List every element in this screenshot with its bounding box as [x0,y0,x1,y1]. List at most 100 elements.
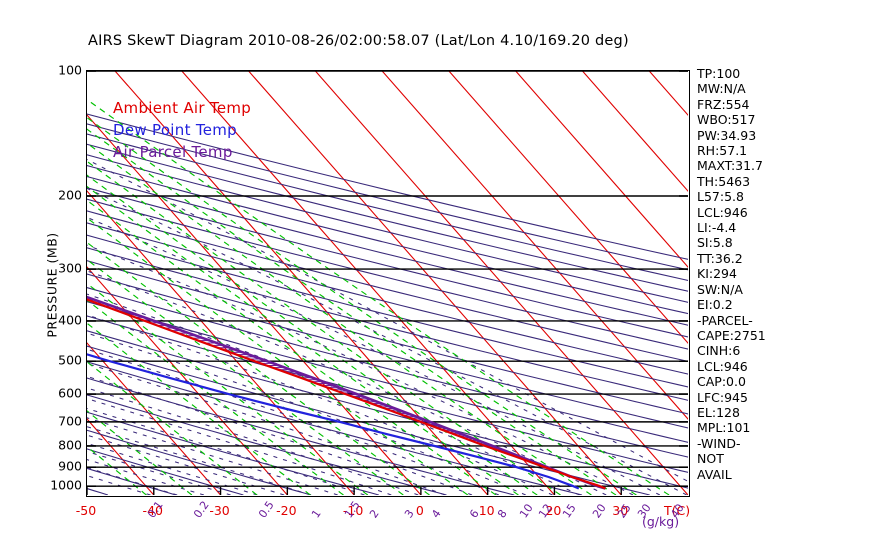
bottom-temp-tick-label: -50 [75,503,97,518]
parameter-row: NOT [697,451,724,467]
moist-adiabat-line [87,459,205,495]
dry-adiabat-line [87,377,515,495]
mixing-ratio-line [87,322,311,495]
parameter-row: LI:-4.4 [697,220,737,236]
dry-adiabat-line [87,287,688,443]
bottom-temp-tick-label: 0 [415,503,424,518]
dry-adiabat-line [87,187,688,338]
parameter-row: CINH:6 [697,343,741,359]
parameter-row: WBO:517 [697,112,756,128]
mixing-ratio-tick-label: 4 [428,507,444,521]
parameter-row: EL:128 [697,404,740,420]
parameter-row: LCL:946 [697,358,748,374]
moist-adiabat-line [87,398,392,495]
mixing-ratio-tick-label: 1 [309,507,325,521]
bottom-temp-tick-label: -10 [342,503,364,518]
mixing-ratio-tick-label: 20 [590,501,610,521]
mixing-ratio-tick-label: 8 [494,507,510,521]
moist-adiabat-line [87,434,285,495]
parameter-row: EI:0.2 [697,297,733,313]
mixing-ratio-line [87,116,637,495]
dry-adiabat-line [87,273,688,429]
pressure-tick-label: 300 [58,260,82,276]
parameter-row: MW:N/A [697,81,746,97]
parameter-row: CAP:0.0 [697,374,746,390]
mixing-ratio-line [87,199,497,495]
mixing-ratio-line [87,282,369,495]
pressure-tick-label: 1000 [50,477,82,493]
dry-adiabat-line [87,143,688,292]
isotherm-line [582,71,688,192]
skewt-canvas [87,71,688,495]
isotherm-line [87,342,221,495]
parameter-row: FRZ:554 [697,96,750,112]
dry-adiabat-line [87,488,109,495]
parameter-row: PW:34.93 [697,127,757,143]
dry-adiabat-line [87,330,688,489]
isotherm-line [314,71,688,495]
mixing-ratio-line [87,160,561,495]
mixing-ratio-tick-label: 10 [517,501,537,521]
dry-adiabat-line [87,429,312,495]
dry-adiabat-line [87,198,688,350]
parameter-row: MAXT:31.7 [697,158,763,174]
moist-adiabat-line [87,314,553,495]
bottom-temp-tick-label: 10 [478,503,495,518]
mixing-ratio-tick-label: 15 [559,501,579,521]
pressure-tick-label: 100 [58,62,82,78]
moist-adiabat-line [87,363,473,495]
pressure-tick-label: 700 [58,413,82,429]
dry-adiabat-line [87,175,688,326]
mixing-ratio-line [87,174,538,495]
dry-adiabat-line [87,210,688,362]
plot-area [86,70,690,497]
parameter-row: L57:5.8 [697,189,744,205]
dry-adiabat-line [87,345,650,495]
isotherm-line [248,71,622,495]
mixing-ratio-line [87,142,592,495]
bottom-temp-tick-label: 20 [545,503,562,518]
dry-adiabat-line [87,165,688,315]
page-title: AIRS SkewT Diagram 2010-08-26/02:00:58.0… [88,33,629,49]
pressure-tick-label: 400 [58,312,82,328]
parameter-row: -WIND- [697,435,741,451]
pressure-tick-label: 800 [58,437,82,453]
ambient-temp-curve [87,298,606,490]
dry-adiabat-line [87,123,688,271]
moist-adiabat-line [87,158,688,482]
parameter-row: AVAIL [697,466,732,482]
parameter-row: TT:36.2 [697,250,743,266]
parameter-row: TH:5463 [697,173,751,189]
parameter-row: KI:294 [697,266,737,282]
parameter-row: RH:57.1 [697,143,748,159]
parameter-panel: TP:100 MW:N/A FRZ:554 WBO:517 PW:34.93 RH:57.… [697,66,817,482]
bottom-temp-tick-label: -40 [142,503,163,518]
moist-adiabat-line [87,387,419,495]
isotherm-line [87,418,155,495]
mixing-ratio-tick-label: 2 [366,507,382,521]
pressure-axis: 100 200 300 400 500 600 700 800 900 1000 [20,0,82,560]
dry-adiabat-line [87,448,244,495]
bottom-temp-tick-label: 30 [612,503,629,518]
isotherm-line [87,266,288,495]
temp-axis-unit-label: T(C) [664,503,691,518]
mixing-ratio-line [87,410,193,495]
dry-adiabat-line [87,260,688,415]
parameter-row: CAPE:2751 [697,327,766,343]
dry-adiabat-line [87,222,688,375]
pressure-tick-label: 900 [58,458,82,474]
pressure-tick-label: 600 [58,385,82,401]
legend-item-ambient: Ambient Air Temp [113,99,252,117]
mixing-ratio-tick-label: 0.5 [255,498,277,521]
bottom-temp-tick-label: -20 [276,503,297,518]
pressure-axis-title: PRESSURE (MB) [44,232,60,338]
parameter-row: SW:N/A [697,281,743,297]
parameter-row: SI:5.8 [697,235,733,251]
legend-item-dewpoint: Dew Point Temp [113,121,238,139]
mixing-ratio-tick-label: 3 [402,507,417,521]
mixing-ratio-line [87,98,670,495]
mixing-ratio-unit-label: (g/kg) [642,514,680,529]
moist-adiabat-line [87,375,446,495]
parameter-row: TP:100 [697,66,741,81]
